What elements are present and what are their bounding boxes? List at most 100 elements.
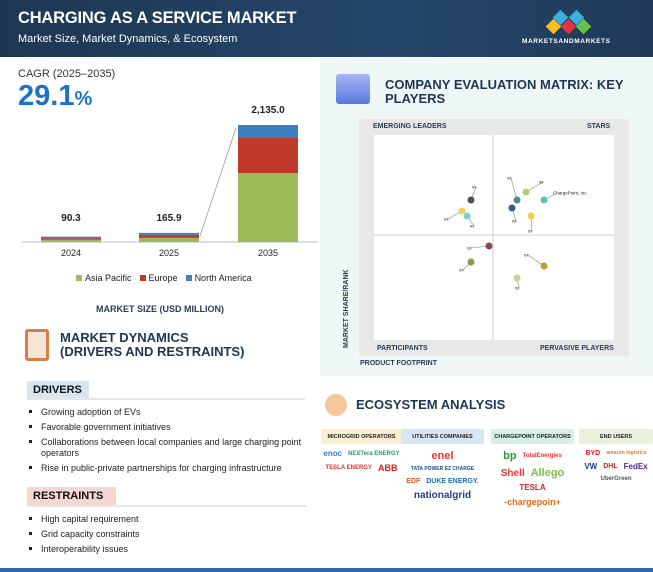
company-logo: -chargepoin+ <box>504 496 561 507</box>
clipboard-chart-icon <box>25 329 49 361</box>
ecosystem-category: END USERS <box>579 429 653 444</box>
cagr-value: 29.1% <box>18 80 92 113</box>
ecosystem-logo-column: bp TotalEnergies Shell Allego TESLA -chargepo… <box>491 450 574 562</box>
legend-label: Europe <box>148 273 178 283</box>
company-logo: nationalgrid <box>413 490 472 502</box>
company-point[interactable] <box>540 262 548 270</box>
quadrant-pervasive-players: PERVASIVE PLAYERS <box>540 345 614 352</box>
company-label: xx <box>467 246 472 251</box>
bar-2025-asia-pacific <box>139 237 199 242</box>
drivers-heading: DRIVERS <box>27 381 89 399</box>
company-logo: FedEx <box>623 461 648 471</box>
driver-item: Collaborations between local companies a… <box>27 437 307 459</box>
company-point[interactable] <box>463 212 471 220</box>
legend-swatch <box>76 275 82 281</box>
driver-item: Rise in public-private partnerships for … <box>27 463 307 474</box>
quadrant-stars: STARS <box>587 123 611 130</box>
company-point[interactable] <box>540 196 548 204</box>
company-point[interactable] <box>467 196 475 204</box>
drivers-list: Growing adoption of EVs Favorable governm… <box>27 407 307 478</box>
legend-north-america: North America <box>185 273 252 283</box>
legend-swatch <box>139 275 146 281</box>
driver-item: Favorable government initiatives <box>27 422 307 433</box>
company-label: xx <box>539 180 544 185</box>
cagr-label: CAGR (2025–2035) <box>18 68 116 80</box>
x-axis-title-matrix: PRODUCT FOOTPRINT <box>360 360 437 367</box>
company-logo: VW <box>584 461 598 471</box>
company-logo: enoc <box>323 449 343 458</box>
legend-asia-pacific: Asia Pacific <box>76 273 132 283</box>
company-point[interactable] <box>467 258 475 266</box>
company-logo: TATA POWER EZ CHARGE <box>410 466 475 473</box>
ecosystem-category: MICROGRID OPERATORS <box>321 429 402 444</box>
company-logo: UberGreen <box>600 476 632 483</box>
cagr-number: 29.1 <box>18 80 75 112</box>
bottom-border <box>0 568 653 572</box>
legend-label: North America <box>194 273 252 283</box>
header-banner <box>0 0 653 57</box>
bar-2024-asia-pacific <box>41 239 101 242</box>
bar-2024-europe <box>41 238 101 240</box>
bar-2025-north-america <box>139 232 199 235</box>
bar-2035-europe <box>238 137 298 174</box>
page-title: CHARGING AS A SERVICE MARKET <box>18 9 297 27</box>
legend-europe: Europe <box>139 273 178 283</box>
company-point[interactable] <box>513 274 521 282</box>
matrix-plot-area <box>374 135 614 340</box>
company-logo: BYD <box>585 450 601 457</box>
company-label: xx <box>512 219 517 224</box>
bar-2025-europe <box>139 234 199 238</box>
point-leader-line <box>510 177 518 201</box>
ecosystem-logo-column: enoc NEXTera ENERGY TESLA ENERGY ABB <box>321 449 402 562</box>
restraint-item: Interoperability issues <box>27 544 307 555</box>
page-subtitle: Market Size, Market Dynamics, & Ecosyste… <box>18 33 238 45</box>
company-label: xx <box>524 253 529 258</box>
x-tick-2025: 2025 <box>158 248 180 258</box>
x-tick-2035: 2035 <box>257 248 279 258</box>
company-logo: EDF <box>406 477 421 485</box>
company-label: xx <box>507 176 512 181</box>
company-label: xx <box>472 185 477 190</box>
company-point[interactable] <box>485 242 493 250</box>
restraint-item: High capital requirement <box>27 514 307 525</box>
company-logo: TotalEnergies <box>522 452 562 459</box>
bar-2024-north-america <box>41 236 101 239</box>
company-point[interactable] <box>527 212 535 220</box>
company-label: xx <box>444 217 449 222</box>
divider <box>27 505 307 507</box>
chart-legend: Asia Pacific Europe North America <box>76 273 252 283</box>
data-label-2024: 90.3 <box>61 213 81 224</box>
company-logo: Allego <box>530 467 565 480</box>
company-logo: enel <box>431 450 454 462</box>
ecosystem-logo-column: enel TATA POWER EZ CHARGE EDF DUKE ENERGY. n… <box>401 450 484 562</box>
company-label: ChargePoint, Inc. <box>553 191 588 196</box>
hand-person-icon <box>325 394 347 416</box>
company-logo: Shell <box>500 467 525 479</box>
divider <box>27 398 305 400</box>
dynamics-title-line1: MARKET DYNAMICS <box>60 330 189 345</box>
cagr-unit: % <box>74 88 93 110</box>
company-logo: bp <box>503 450 517 462</box>
bar-2035-asia-pacific <box>238 173 298 242</box>
buildings-icon <box>336 74 370 104</box>
company-logo: amazon logistics <box>606 450 647 457</box>
company-label: xx <box>515 286 520 291</box>
company-logo: DUKE ENERGY. <box>426 477 479 485</box>
company-point[interactable] <box>508 204 516 212</box>
ecosystem-logo-column: BYD amazon logistics VW DHL FedEx UberGreen <box>579 450 653 562</box>
company-point[interactable] <box>522 188 530 196</box>
company-label: xx <box>528 229 533 234</box>
growth-arrow <box>199 127 237 237</box>
legend-swatch <box>185 275 192 281</box>
ecosystem-category: UTILITIES COMPANIES <box>401 429 484 444</box>
x-tick-2024: 2024 <box>60 248 82 258</box>
restraint-item: Grid capacity constraints <box>27 529 307 540</box>
restraints-list: High capital requirement Grid capacity co… <box>27 514 307 559</box>
company-point[interactable] <box>513 196 521 204</box>
data-label-2025: 165.9 <box>156 213 182 224</box>
ecosystem-title: ECOSYSTEM ANALYSIS <box>356 397 506 412</box>
quadrant-participants: PARTICIPANTS <box>377 345 428 352</box>
company-logo: TESLA ENERGY <box>325 465 372 472</box>
company-point[interactable] <box>458 207 466 215</box>
